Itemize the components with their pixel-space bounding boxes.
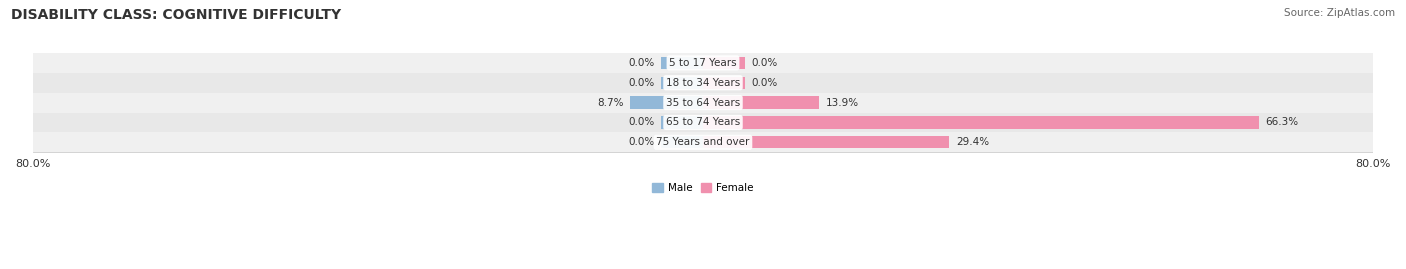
Text: 0.0%: 0.0% xyxy=(752,58,778,68)
Bar xyxy=(661,136,703,148)
Bar xyxy=(630,97,703,109)
Text: 0.0%: 0.0% xyxy=(752,78,778,88)
Bar xyxy=(661,77,703,89)
Text: 0.0%: 0.0% xyxy=(628,137,654,147)
Text: 18 to 34 Years: 18 to 34 Years xyxy=(666,78,740,88)
Text: 0.0%: 0.0% xyxy=(628,78,654,88)
Text: 13.9%: 13.9% xyxy=(827,98,859,108)
Bar xyxy=(32,93,1374,112)
Bar xyxy=(703,136,949,148)
Text: 8.7%: 8.7% xyxy=(598,98,623,108)
Text: 29.4%: 29.4% xyxy=(956,137,990,147)
Text: 5 to 17 Years: 5 to 17 Years xyxy=(669,58,737,68)
Text: 66.3%: 66.3% xyxy=(1265,118,1298,128)
Bar xyxy=(703,116,1258,129)
Legend: Male, Female: Male, Female xyxy=(648,179,758,197)
Text: 0.0%: 0.0% xyxy=(628,58,654,68)
Bar xyxy=(703,57,745,69)
Text: 65 to 74 Years: 65 to 74 Years xyxy=(666,118,740,128)
Bar xyxy=(32,132,1374,152)
Text: 75 Years and over: 75 Years and over xyxy=(657,137,749,147)
Bar xyxy=(32,53,1374,73)
Text: DISABILITY CLASS: COGNITIVE DIFFICULTY: DISABILITY CLASS: COGNITIVE DIFFICULTY xyxy=(11,8,342,22)
Bar xyxy=(703,77,745,89)
Bar xyxy=(32,73,1374,93)
Bar xyxy=(703,97,820,109)
Bar xyxy=(661,116,703,129)
Text: Source: ZipAtlas.com: Source: ZipAtlas.com xyxy=(1284,8,1395,18)
Text: 0.0%: 0.0% xyxy=(628,118,654,128)
Text: 35 to 64 Years: 35 to 64 Years xyxy=(666,98,740,108)
Bar xyxy=(32,112,1374,132)
Bar xyxy=(661,57,703,69)
